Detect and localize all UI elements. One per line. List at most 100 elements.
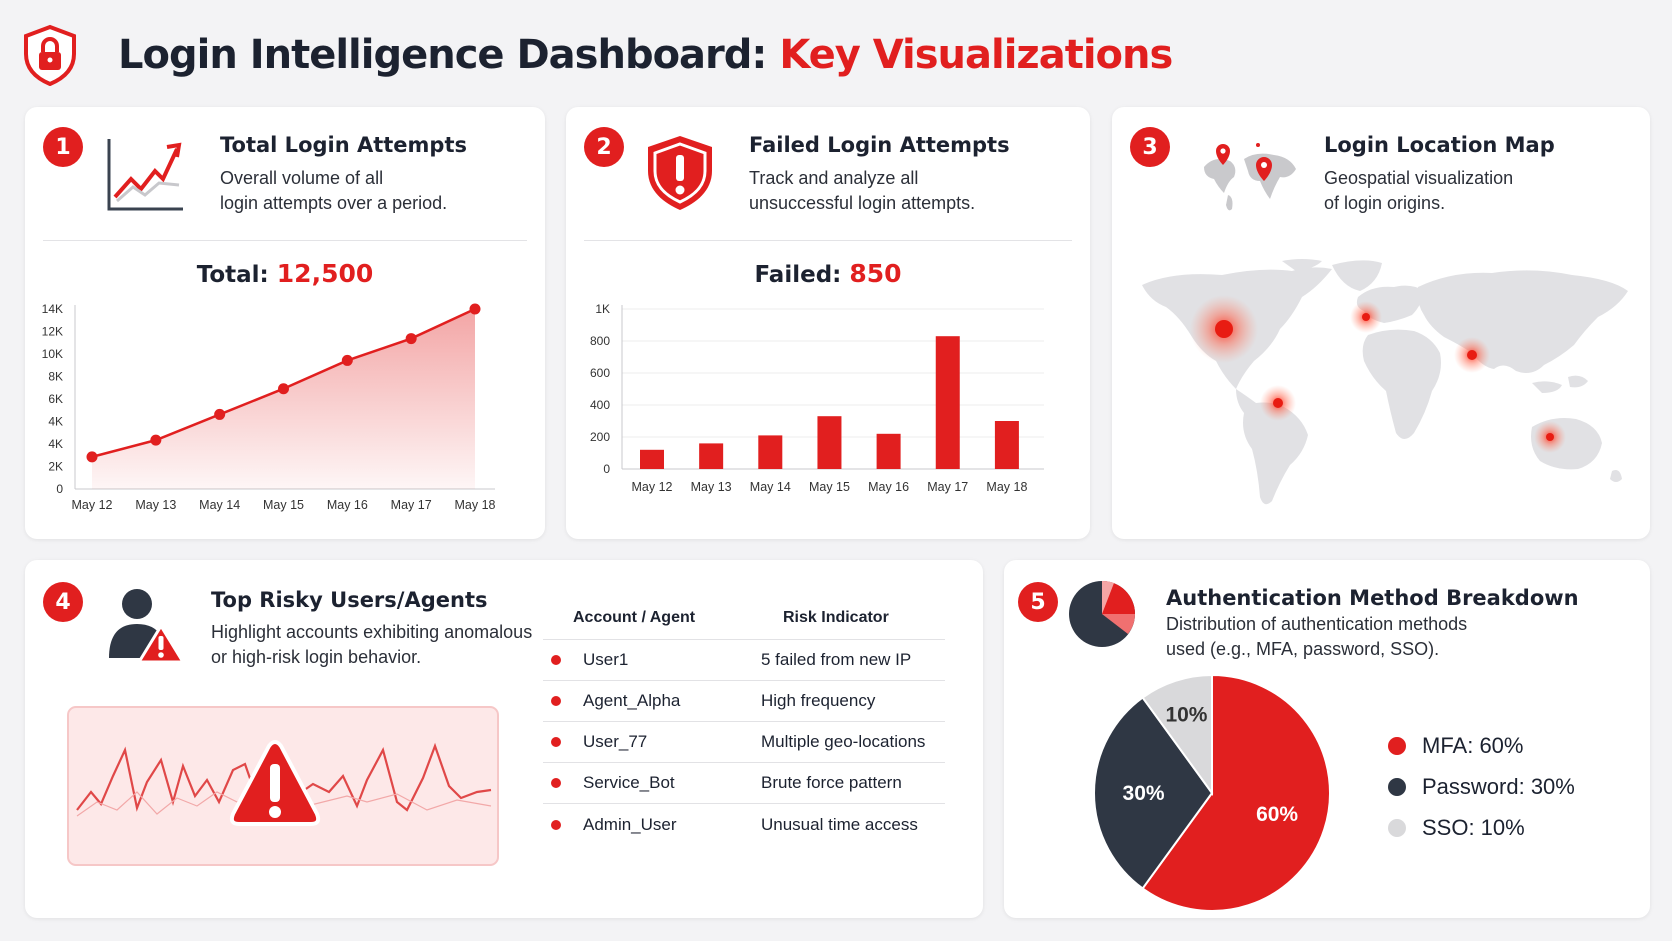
legend-item-password: Password: 30%	[1388, 774, 1575, 800]
x-tick-label: May 18	[986, 480, 1027, 494]
account-name: Agent_Alpha	[583, 691, 681, 710]
x-tick-label: May 16	[868, 480, 909, 494]
legend-item-mfa: MFA: 60%	[1388, 733, 1523, 759]
account-name: Service_Bot	[583, 773, 675, 792]
card-total-logins: 1 Total Login Attempts Overall volume of…	[25, 107, 545, 539]
desc-line: of login origins.	[1324, 193, 1446, 213]
card-number-badge: 3	[1130, 127, 1170, 167]
x-tick-label: May 16	[327, 498, 368, 512]
desc-line: or high-risk login behavior.	[211, 647, 422, 667]
x-tick-label: May 13	[135, 498, 176, 512]
legend-label: SSO: 10%	[1422, 815, 1525, 840]
legend-swatch	[1388, 778, 1406, 796]
y-tick-label: 2K	[48, 460, 63, 474]
card-risky-users: 4 Top Risky Users/Agents Highlight accou…	[25, 560, 983, 918]
risky-users-table: Account / Agent Risk Indicator User1 5 fa…	[543, 596, 945, 845]
x-tick-label: May 15	[263, 498, 304, 512]
trend-chart-icon	[107, 139, 183, 211]
table-row[interactable]: Service_Bot Brute force pattern	[543, 763, 945, 804]
card-number-badge: 4	[43, 582, 83, 622]
column-header-risk: Risk Indicator	[783, 608, 889, 626]
card-location-map: 3 Login Location Map Geospatial visualiz…	[1112, 107, 1650, 539]
table-row[interactable]: Admin_User Unusual time access	[543, 804, 945, 845]
bar	[640, 449, 664, 469]
title-main: Login Intelligence Dashboard:	[118, 32, 767, 78]
desc-line: Track and analyze all	[749, 168, 919, 188]
legend-label: MFA: 60%	[1422, 733, 1524, 758]
risk-indicator: High frequency	[761, 691, 876, 710]
data-point	[469, 303, 481, 315]
table-row[interactable]: User_77 Multiple geo-locations	[543, 722, 945, 763]
bar	[817, 416, 842, 469]
table-row[interactable]: User1 5 failed from new IP	[543, 640, 945, 681]
slice-label: 10%	[1165, 703, 1207, 726]
y-tick-label: 1K	[595, 302, 610, 316]
x-tick-label: May 14	[199, 498, 240, 512]
card-title: Login Location Map	[1324, 133, 1555, 157]
card-failed-logins: 2 Failed Login Attempts Track and analyz…	[566, 107, 1090, 539]
card-description: Overall volume of all login attempts ove…	[220, 166, 447, 216]
kpi-failed: Failed: 850	[566, 259, 1090, 288]
risk-dot-icon	[551, 696, 561, 706]
bar	[994, 421, 1019, 469]
pie-slice	[1141, 673, 1213, 797]
total-logins-area-chart: 0 2K 4K 4K 6K 8K 10K 12K 14K May 12 May 13 May 14 Ma…	[42, 302, 496, 512]
legend-item-sso: SSO: 10%	[1388, 815, 1525, 841]
card-title: Total Login Attempts	[220, 133, 468, 157]
legend-label: Password: 30%	[1422, 774, 1575, 799]
auth-method-pie-chart: 60% 30% 10%	[1093, 673, 1331, 912]
bar	[935, 336, 960, 469]
card-title: Top Risky Users/Agents	[211, 588, 488, 612]
risk-dot-icon	[551, 737, 561, 747]
bar	[876, 433, 901, 469]
y-tick-label: 4K	[48, 437, 63, 451]
x-tick-label: May 13	[691, 480, 732, 494]
pie-icon	[1069, 580, 1135, 647]
x-tick-label: May 14	[750, 480, 791, 494]
lock-shield-icon	[24, 24, 76, 86]
slice-label: 60%	[1256, 803, 1298, 826]
table-header: Account / Agent Risk Indicator	[543, 596, 945, 640]
kpi-value: 12,500	[276, 259, 374, 288]
alert-shield-icon	[648, 136, 712, 210]
desc-line: Geospatial visualization	[1324, 168, 1514, 188]
map-pin-icon	[1204, 143, 1296, 211]
table-body: User1 5 failed from new IP Agent_Alpha High…	[543, 640, 945, 845]
page-title: Login Intelligence Dashboard: Key Visual…	[118, 32, 1173, 78]
area-fill	[92, 309, 475, 489]
desc-line: used (e.g., MFA, password, SSO).	[1166, 639, 1440, 659]
desc-line: Overall volume of all	[220, 168, 384, 188]
y-tick-label: 400	[590, 398, 610, 412]
y-tick-label: 6K	[48, 392, 63, 406]
data-point	[341, 354, 353, 366]
x-tick-label: May 12	[72, 498, 113, 512]
y-tick-label: 600	[590, 366, 610, 380]
kpi-value: 850	[849, 259, 902, 288]
x-tick-label: May 18	[455, 498, 496, 512]
card-description: Distribution of authentication methods u…	[1166, 612, 1467, 662]
y-tick-label: 8K	[48, 370, 63, 384]
legend-swatch	[1388, 737, 1406, 755]
user-warning-icon	[109, 589, 185, 664]
card-description: Geospatial visualization of login origin…	[1324, 166, 1513, 216]
y-tick-label: 4K	[48, 415, 63, 429]
card-title: Authentication Method Breakdown	[1166, 586, 1579, 610]
table-row[interactable]: Agent_Alpha High frequency	[543, 681, 945, 722]
risk-indicator: 5 failed from new IP	[761, 650, 912, 669]
kpi-label: Total:	[196, 262, 269, 288]
bar	[758, 435, 783, 469]
y-tick-label: 12K	[42, 325, 63, 339]
page-header: Login Intelligence Dashboard: Key Visual…	[22, 20, 1173, 90]
account-name: Admin_User	[583, 814, 677, 834]
anomaly-waveform-panel	[67, 706, 499, 866]
y-tick-label: 200	[590, 430, 610, 444]
desc-line: unsuccessful login attempts.	[749, 193, 976, 213]
bar	[699, 443, 724, 469]
legend-swatch	[1388, 819, 1406, 837]
data-point	[405, 333, 417, 345]
y-tick-label: 0	[603, 462, 610, 476]
failed-logins-bar-chart: 0 200 400 600 800 1K May 12 May 13 May 14 May 15 M…	[590, 302, 1044, 494]
data-point	[150, 434, 162, 446]
risk-dot-icon	[551, 655, 561, 665]
card-title: Failed Login Attempts	[749, 133, 1010, 157]
